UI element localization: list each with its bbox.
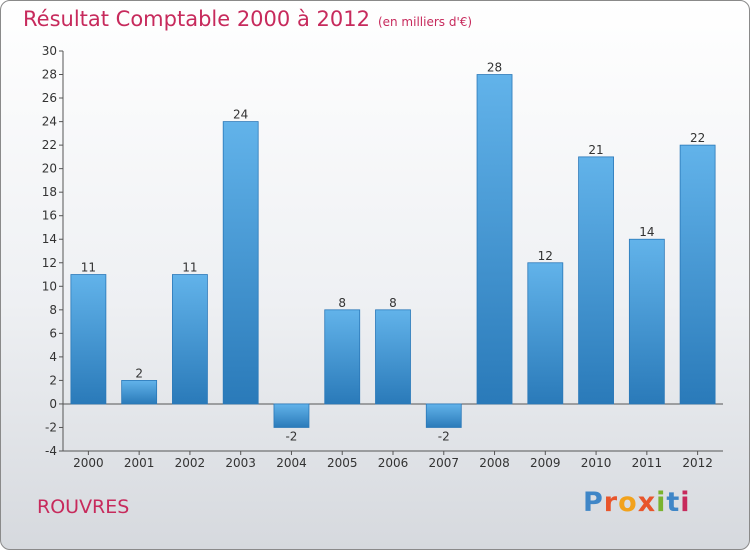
y-tick-label: 2 [49,373,57,387]
x-tick-label: 2007 [428,456,459,470]
bar [222,121,259,405]
bar [172,274,208,405]
chart-data-labels: 11 2 11 24 -2 8 8 -2 28 12 21 14 22 [81,61,706,444]
y-tick-label: 14 [42,232,57,246]
bar-value-label: 11 [81,261,96,275]
bar [273,403,310,428]
bar-value-label: 14 [639,225,654,239]
y-tick-label: 26 [42,91,57,105]
y-tick-label: 10 [42,279,57,293]
bar [527,262,564,405]
bar-value-label: 12 [538,249,553,263]
x-tick-label: 2012 [682,456,713,470]
x-tick-label: 2000 [73,456,104,470]
bar [121,380,158,405]
chart-title: Résultat Comptable 2000 à 2012 (en millie… [23,7,472,31]
bar-value-label: 8 [338,296,346,310]
x-tick-label: 2010 [581,456,612,470]
place-name: ROUVRES [37,496,130,518]
logo-letter: i [656,487,667,518]
y-tick-label: 0 [49,397,57,411]
y-tick-label: -2 [45,420,57,434]
y-tick-label: 24 [42,115,57,129]
x-tick-label: 2006 [378,456,409,470]
logo-letter: o [618,487,638,518]
bar [324,309,361,405]
bar [578,156,614,405]
y-tick-label: -4 [45,444,57,458]
bar-value-label: 21 [588,143,603,157]
bar [375,309,411,405]
logo-letter: i [680,487,691,518]
x-tick-label: 2011 [632,456,663,470]
bar-value-label: 11 [182,261,197,275]
bar-value-label: 8 [389,296,397,310]
proxiti-logo: Proxiti [583,487,691,518]
y-tick-label: 4 [49,350,57,364]
bar [425,403,462,428]
bar [70,274,107,405]
x-tick-label: 2008 [479,456,510,470]
chart-subtitle: (en milliers d'€) [377,15,473,29]
bar-value-label: 2 [135,366,143,380]
logo-letter: t [666,487,681,518]
y-tick-label: 28 [42,68,57,82]
x-tick-label: 2002 [175,456,206,470]
x-tick-label: 2004 [276,456,307,470]
y-tick-label: 6 [49,326,57,340]
x-tick-label: 2009 [530,456,561,470]
bar-value-label: -2 [438,429,450,443]
y-tick-label: 16 [42,209,57,223]
bar-value-label: 24 [233,108,248,122]
bar-value-label: 28 [487,61,502,75]
bar-value-label: -2 [285,429,297,443]
bar-value-label: 22 [690,131,705,145]
logo-letter: x [637,487,657,518]
y-tick-label: 20 [42,162,57,176]
y-tick-label: 8 [49,303,57,317]
bar [679,144,716,405]
y-tick-label: 18 [42,185,57,199]
x-tick-label: 2001 [124,456,155,470]
y-tick-label: 12 [42,256,57,270]
bar [628,238,665,405]
bar [476,74,513,405]
chart-title-text: Résultat Comptable 2000 à 2012 [23,7,370,31]
x-tick-label: 2005 [327,456,358,470]
logo-letter: P [583,487,604,518]
chart-bars [70,74,716,428]
x-tick-label: 2003 [225,456,256,470]
y-tick-label: 30 [42,44,57,58]
y-tick-label: 22 [42,138,57,152]
logo-letter: r [603,487,619,518]
